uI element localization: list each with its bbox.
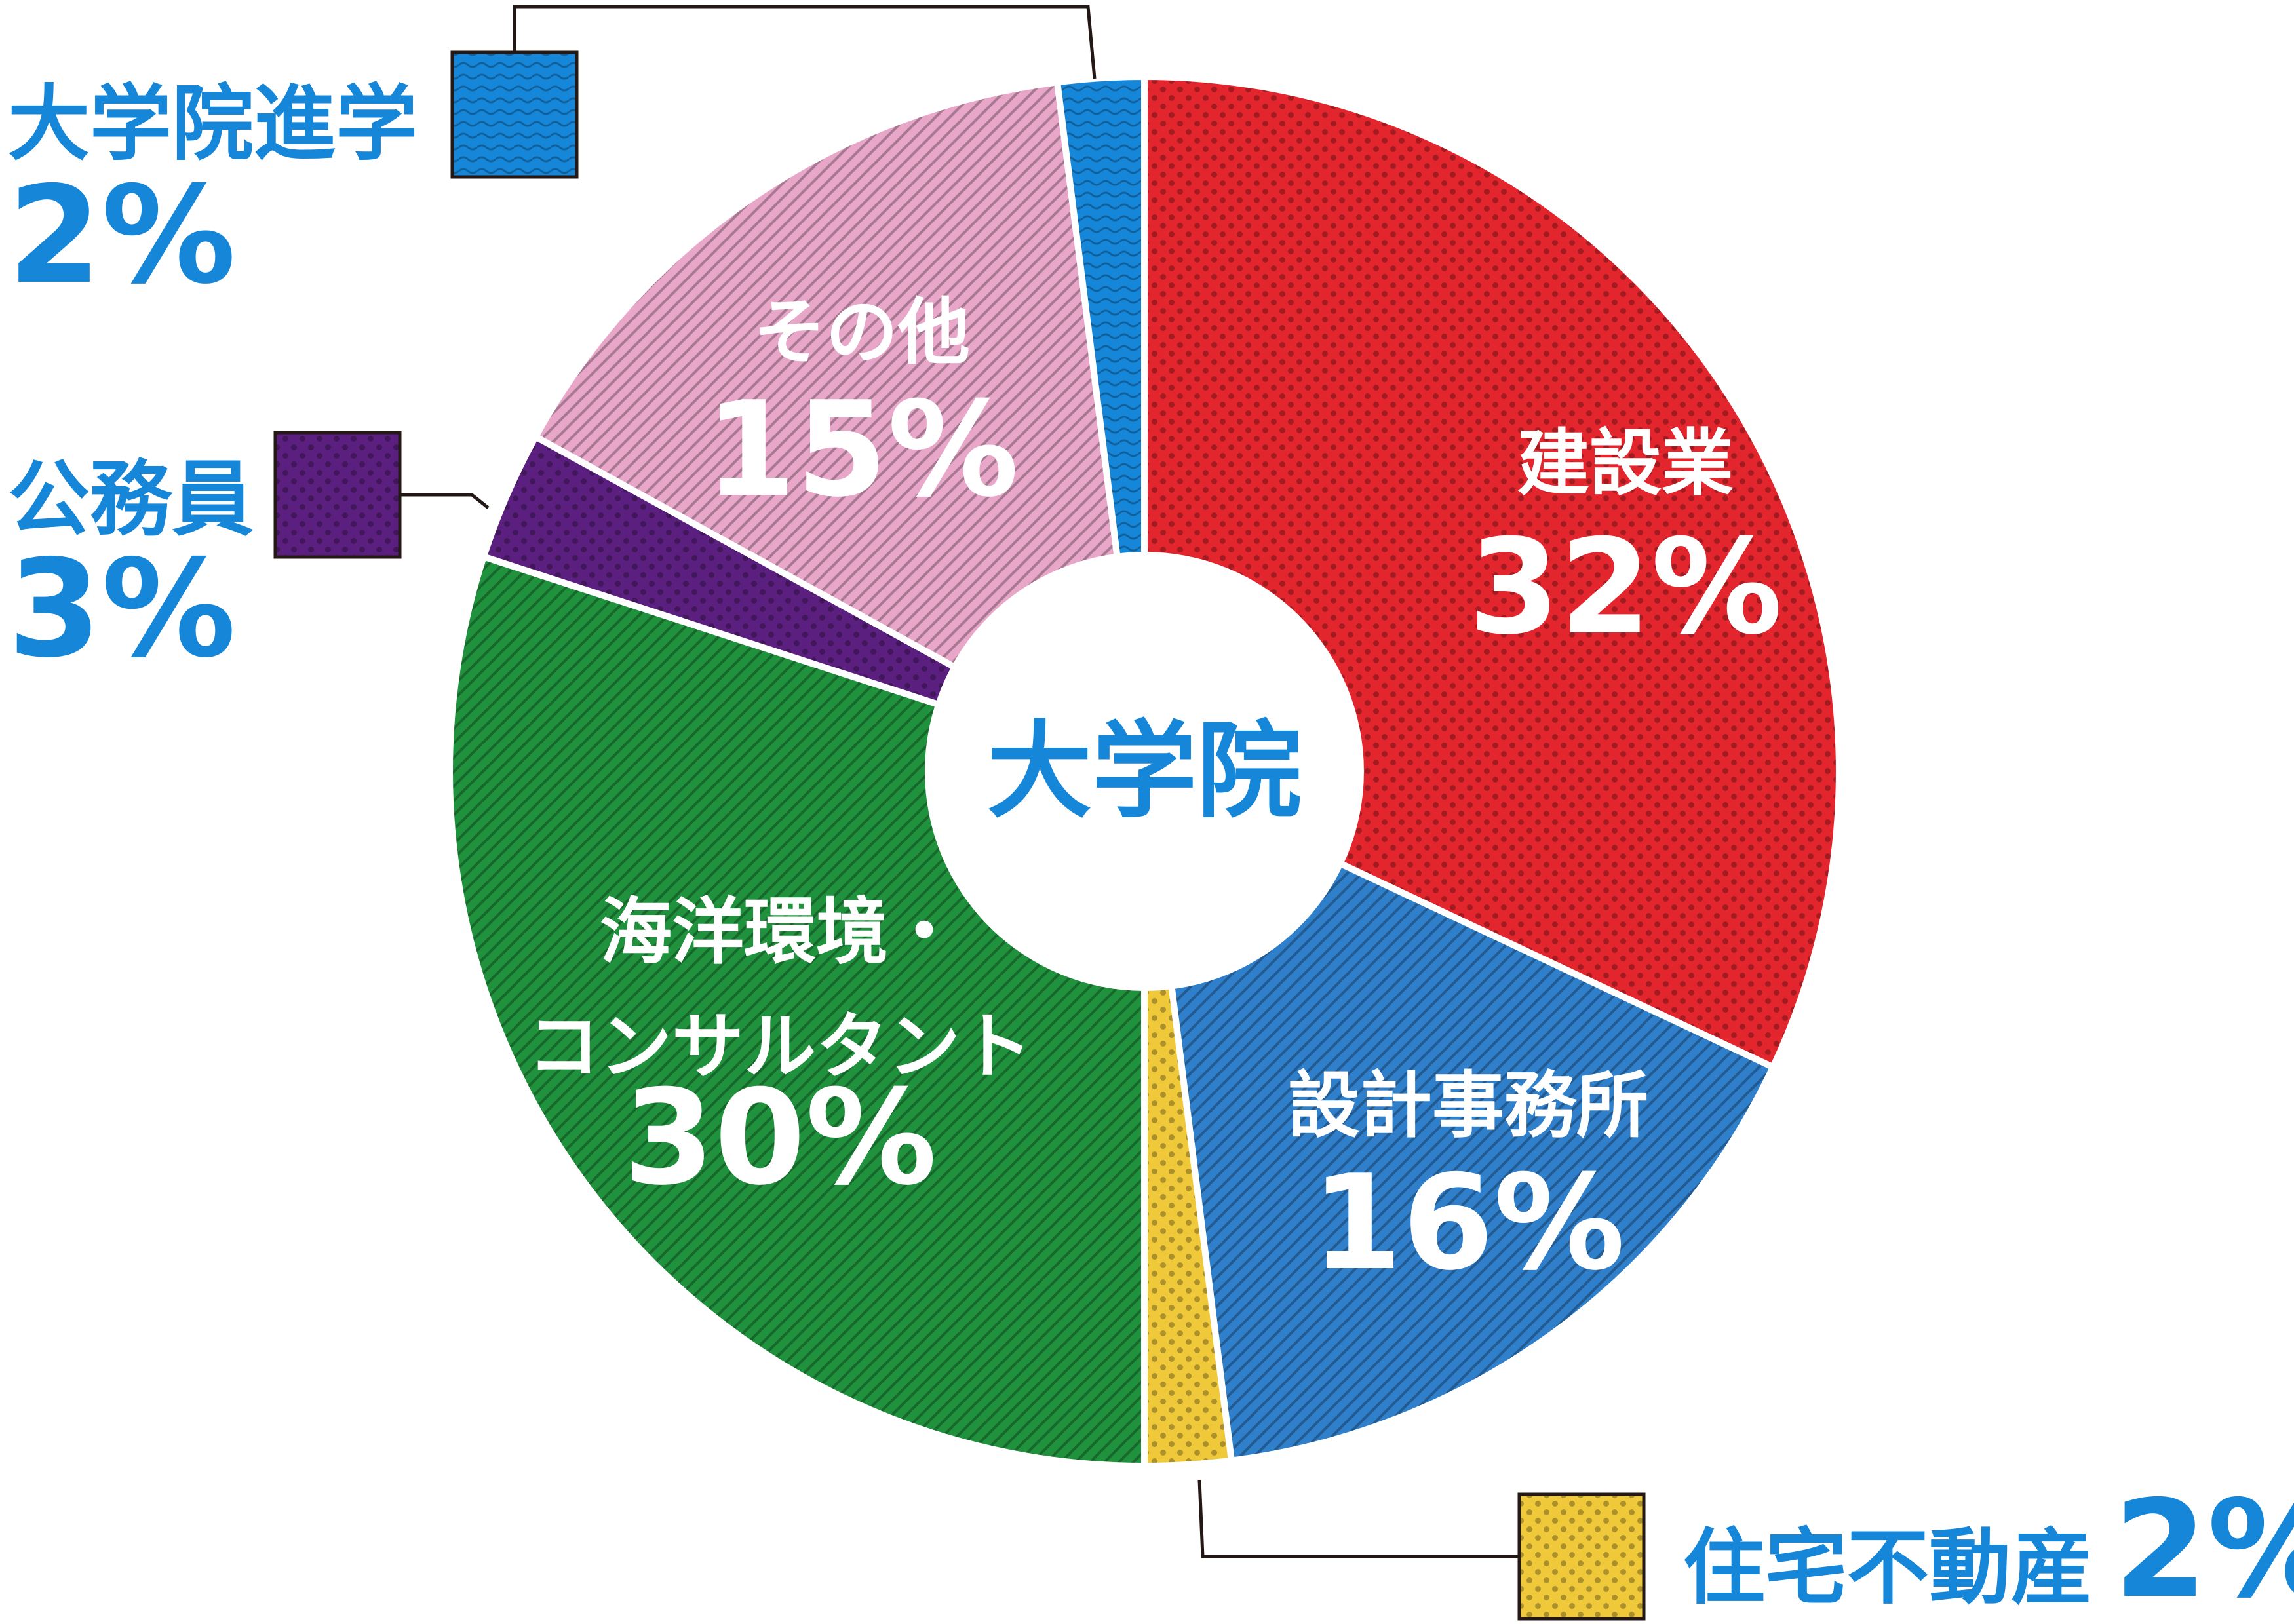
slice-label-name: その他 xyxy=(754,290,970,374)
pie-slice xyxy=(532,79,1148,775)
center-label: 大学院 xyxy=(987,710,1302,832)
pie-slice xyxy=(1141,768,1777,1464)
slice-label-value: 15% xyxy=(705,374,1019,526)
legend-swatch xyxy=(1517,1492,1646,1621)
callout-label-value: 3% xyxy=(8,532,236,687)
callout-label-name: 大学院進学 xyxy=(8,77,418,172)
callouts xyxy=(273,5,1646,1621)
callout-label-name: 住宅不動産 xyxy=(1683,1520,2093,1615)
slice-label-value: 16% xyxy=(1312,1147,1625,1300)
slice-label-value: 30% xyxy=(623,1062,937,1214)
leader-line xyxy=(400,493,490,509)
legend-swatch xyxy=(450,50,579,179)
leader-line xyxy=(513,5,1097,79)
leader-line xyxy=(1197,1479,1519,1558)
slice-label-name: 海洋環境・ xyxy=(600,890,960,974)
slice-label-name: 設計事務所 xyxy=(1288,1064,1648,1148)
slice-label-value: 32% xyxy=(1469,511,1783,664)
legend-swatch xyxy=(273,431,402,559)
callout-label-value: 2% xyxy=(2114,1472,2294,1624)
slice-label-name: 建設業 xyxy=(1517,421,1734,505)
callout-label-value: 2% xyxy=(8,158,236,314)
callout-label-name: 公務員 xyxy=(8,452,254,547)
slice-label-name-line2: コンサルタント xyxy=(528,1005,1032,1089)
donut-hole xyxy=(925,552,1364,991)
